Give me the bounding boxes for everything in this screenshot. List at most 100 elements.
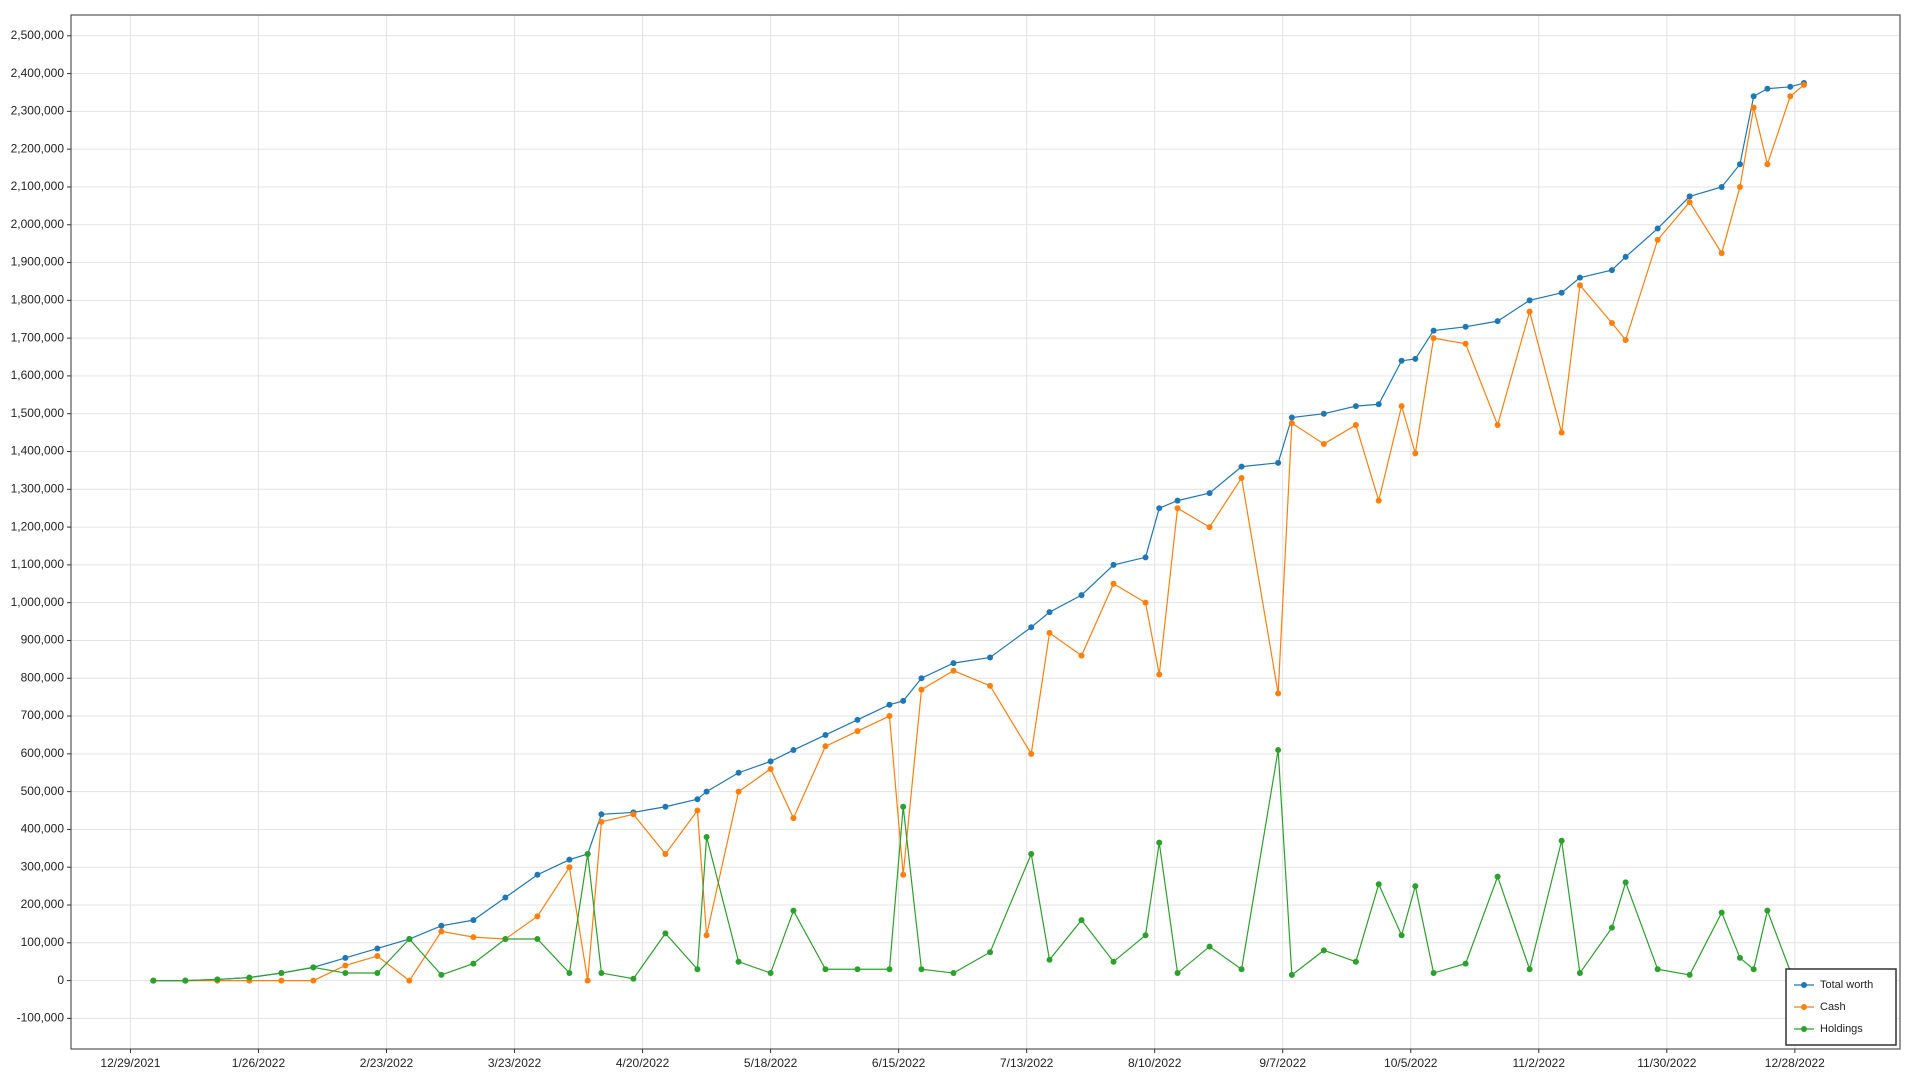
data-point: [767, 765, 774, 772]
data-point: [1654, 966, 1661, 973]
data-point: [1046, 956, 1053, 963]
data-point: [854, 728, 861, 735]
data-point: [1576, 282, 1583, 289]
data-point: [438, 922, 445, 929]
data-point: [1028, 750, 1035, 757]
data-point: [918, 686, 925, 693]
y-tick-label: 1,200,000: [11, 519, 65, 533]
data-point: [1494, 318, 1501, 325]
data-point: [854, 966, 861, 973]
data-point: [374, 945, 381, 952]
y-tick-label: 100,000: [21, 935, 65, 949]
legend-label: Holdings: [1820, 1023, 1863, 1035]
data-point: [1718, 250, 1725, 257]
data-point: [1156, 505, 1163, 512]
data-point: [1718, 909, 1725, 916]
data-point: [1718, 183, 1725, 190]
data-point: [1078, 652, 1085, 659]
data-point: [918, 675, 925, 682]
y-tick-label: 2,300,000: [11, 104, 65, 118]
data-point: [950, 970, 957, 977]
y-tick-label: 700,000: [21, 708, 65, 722]
data-point: [1686, 199, 1693, 206]
data-point: [1750, 966, 1757, 973]
data-point: [1526, 297, 1533, 304]
data-point: [406, 936, 413, 943]
data-point: [584, 977, 591, 984]
data-point: [1576, 970, 1583, 977]
data-point: [374, 953, 381, 960]
data-point: [886, 701, 893, 708]
data-point: [1398, 403, 1405, 410]
data-point: [1608, 924, 1615, 931]
data-point: [1764, 907, 1771, 914]
data-point: [438, 928, 445, 935]
data-point: [342, 970, 349, 977]
data-point: [1142, 599, 1149, 606]
data-point: [502, 936, 509, 943]
data-point: [1028, 850, 1035, 857]
y-tick-label: 300,000: [21, 859, 65, 873]
legend-label: Cash: [1820, 1001, 1846, 1013]
data-point: [1110, 561, 1117, 568]
data-point: [900, 803, 907, 810]
plot-frame: [70, 14, 1901, 1050]
legend-marker: [1801, 1004, 1807, 1010]
y-tick-label: 2,200,000: [11, 141, 65, 155]
data-point: [1494, 422, 1501, 429]
data-point: [694, 807, 701, 814]
data-point: [822, 966, 829, 973]
data-point: [1608, 320, 1615, 327]
x-tick-label: 1/26/2022: [232, 1056, 286, 1070]
y-tick-label: 1,900,000: [11, 255, 65, 269]
y-tick-label: 1,100,000: [11, 557, 65, 571]
data-point: [987, 682, 994, 689]
data-point: [1654, 225, 1661, 232]
data-point: [1110, 580, 1117, 587]
data-point: [470, 960, 477, 967]
x-tick-label: 6/15/2022: [872, 1056, 926, 1070]
data-point: [1608, 267, 1615, 274]
x-tick-label: 11/30/2022: [1637, 1056, 1696, 1070]
data-point: [502, 894, 509, 901]
series-line: [153, 82, 1805, 982]
series-line: [153, 84, 1805, 982]
data-point: [1398, 932, 1405, 939]
data-point: [1238, 966, 1245, 973]
data-point: [1558, 837, 1565, 844]
y-tick-label: 1,800,000: [11, 293, 65, 307]
data-point: [1375, 881, 1382, 888]
data-point: [703, 833, 710, 840]
data-point: [1352, 958, 1359, 965]
data-point: [182, 977, 189, 984]
data-point: [1206, 943, 1213, 950]
data-point: [1736, 183, 1743, 190]
data-point: [1736, 161, 1743, 168]
y-tick-label: 900,000: [21, 633, 65, 647]
y-tick-label: 200,000: [21, 897, 65, 911]
data-point: [703, 932, 710, 939]
data-point: [1275, 690, 1282, 697]
data-point: [1686, 971, 1693, 978]
x-tick-label: 10/5/2022: [1384, 1056, 1438, 1070]
data-point: [1238, 474, 1245, 481]
data-point: [630, 811, 637, 818]
data-point: [1764, 85, 1771, 92]
data-point: [342, 962, 349, 969]
x-tick-label: 5/18/2022: [744, 1056, 798, 1070]
data-point: [1462, 323, 1469, 330]
data-point: [214, 976, 221, 983]
x-tick-label: 3/23/2022: [488, 1056, 542, 1070]
data-point: [703, 788, 710, 795]
data-point: [1412, 883, 1419, 890]
data-point: [790, 907, 797, 914]
data-point: [1764, 161, 1771, 168]
data-point: [1275, 747, 1282, 754]
data-point: [1558, 289, 1565, 296]
data-point: [1558, 429, 1565, 436]
y-tick-label: 2,100,000: [11, 179, 65, 193]
data-point: [918, 966, 925, 973]
data-point: [470, 917, 477, 924]
data-point: [1046, 609, 1053, 616]
